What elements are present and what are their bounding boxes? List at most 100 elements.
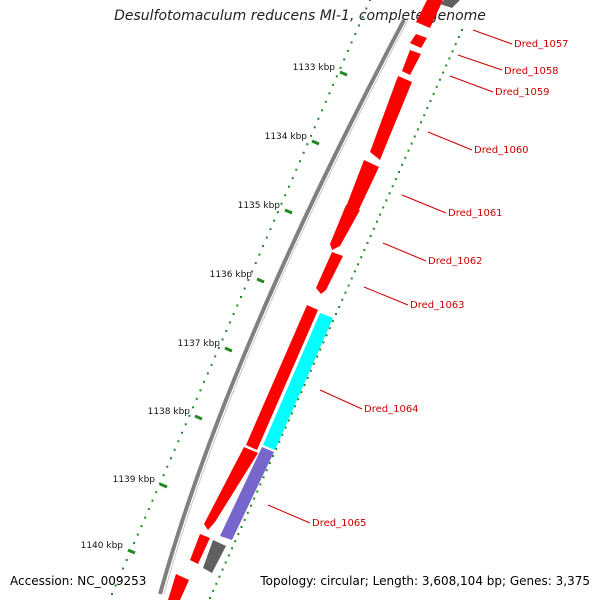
inner-ring-dot <box>410 142 413 145</box>
outer-ring-dot <box>140 525 143 528</box>
outer-ring-dot <box>111 593 113 595</box>
inner-ring-dot <box>372 227 375 230</box>
kbp-tick-label: 1136 kbp <box>210 270 253 280</box>
inner-ring-dot <box>445 64 448 67</box>
inner-ring-dot <box>272 455 274 457</box>
inner-ring-dot <box>262 476 265 479</box>
inner-ring-dot <box>265 469 268 472</box>
inner-ring-dot <box>341 298 344 301</box>
topology-label: Topology: circular; Length: 3,608,104 bp… <box>260 574 590 588</box>
outer-ring-dot <box>232 312 235 315</box>
outer-ring-dot <box>265 236 268 239</box>
outer-ring-dot <box>369 0 371 1</box>
gene-label: Dred_1061 <box>448 208 503 219</box>
outer-ring-dot <box>221 338 224 341</box>
outer-ring-dot <box>276 211 279 214</box>
outer-ring-dot <box>162 474 165 477</box>
kbp-tick-mark <box>224 346 233 353</box>
inner-ring-dot <box>268 462 271 465</box>
outer-ring-dot <box>343 58 346 61</box>
outer-ring-dot <box>217 346 220 349</box>
kbp-tick-mark <box>256 277 265 284</box>
outer-ring-dot <box>125 559 128 562</box>
inner-ring-dot <box>237 533 240 536</box>
gene-label: Dred_1057 <box>514 39 569 50</box>
gene-arrow <box>416 0 443 28</box>
kbp-tick-label: 1137 kbp <box>178 339 221 349</box>
inner-ring-dot <box>347 284 350 287</box>
gene-arrow <box>204 447 258 530</box>
outer-ring-dot <box>184 423 187 426</box>
outer-ring-dot <box>287 185 290 188</box>
outer-ring-dot <box>310 134 313 137</box>
inner-ring-dot <box>306 376 309 379</box>
inner-ring-dot <box>275 447 278 450</box>
gene-arrow <box>330 205 360 250</box>
inner-ring-dot <box>227 554 230 557</box>
outer-ring-dot <box>151 499 154 502</box>
kbp-tick-mark <box>284 208 293 215</box>
outer-ring-dot <box>214 355 217 358</box>
outer-ring-dot <box>240 296 242 298</box>
gene-arrow <box>440 0 460 8</box>
outer-ring-dot <box>188 414 191 417</box>
inner-ring-dot <box>435 85 438 88</box>
outer-ring-dot <box>298 160 301 163</box>
outer-ring-dot <box>192 406 195 409</box>
outer-ring-dot <box>284 194 287 197</box>
inner-ring-dot <box>366 242 369 244</box>
inner-ring-dot <box>457 36 460 39</box>
outer-ring-dot <box>199 389 202 392</box>
outer-ring-dot <box>258 253 261 256</box>
outer-ring-dot <box>361 15 364 18</box>
kbp-tick-label: 1139 kbp <box>113 475 156 485</box>
inner-ring-dot <box>448 57 451 60</box>
gene-labels: Dred_1057 Dred_1058 Dred_1059 Dred_1060 Dred… <box>312 39 569 529</box>
kbp-tick-mark <box>159 482 168 489</box>
outer-ring-dot <box>158 482 161 485</box>
outer-ring-dot <box>169 457 172 460</box>
inner-ring-dot <box>438 78 441 81</box>
inner-ring-dot <box>401 163 404 166</box>
inner-ring-dot <box>454 43 457 46</box>
outer-ring-dot <box>306 143 309 146</box>
outer-ring-dot <box>280 202 283 205</box>
inner-ring-dot <box>404 156 407 159</box>
outer-ring-dot <box>118 576 121 579</box>
outer-ring-dot <box>357 24 360 27</box>
gene-label: Dred_1063 <box>410 300 465 311</box>
gene-label: Dred_1060 <box>474 145 529 156</box>
inner-ring-dot <box>413 135 416 138</box>
outer-ring-dot <box>147 508 150 511</box>
outer-ring-dot <box>254 262 257 265</box>
outer-ring-dot <box>177 440 180 443</box>
outer-ring-dot <box>324 100 327 103</box>
inner-ring-dot <box>243 518 246 521</box>
inner-ring-dot <box>328 327 331 330</box>
gene-leader-line <box>267 504 311 524</box>
inner-ring-dot <box>407 149 410 152</box>
outer-ring-dot <box>335 75 338 78</box>
inner-ring-dot <box>398 171 400 173</box>
inner-ring-dot <box>338 305 341 308</box>
inner-ring-dot <box>249 504 252 507</box>
outer-ring-dot <box>321 109 324 112</box>
inner-ring-dot <box>423 114 426 117</box>
map-title: Desulfotomaculum reducens MI-1, complete… <box>114 8 486 24</box>
outer-ring-dot <box>122 567 125 570</box>
outer-ring-dot <box>339 66 342 69</box>
outer-ring-dot <box>350 41 353 44</box>
gene-label: Dred_1058 <box>504 66 559 77</box>
inner-ring-dot <box>256 490 259 493</box>
outer-ring-dot <box>251 270 254 273</box>
inner-ring-dot <box>442 71 445 74</box>
inner-ring-dot <box>287 419 290 422</box>
gene-features <box>168 0 460 600</box>
inner-ring-dot <box>221 568 224 571</box>
outer-ring-dot <box>173 448 176 451</box>
outer-ring-dot <box>203 380 206 383</box>
inner-ring-dot <box>451 50 454 53</box>
gene-leader-line <box>319 389 363 410</box>
outer-ring-dot <box>206 372 209 375</box>
